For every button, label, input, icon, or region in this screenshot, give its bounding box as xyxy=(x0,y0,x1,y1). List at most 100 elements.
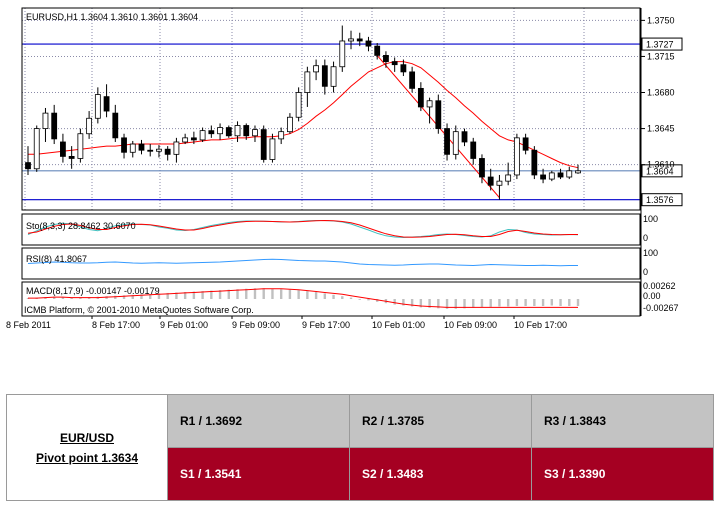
macd-histogram-bar xyxy=(149,293,152,299)
candle-body xyxy=(86,117,93,135)
macd-histogram-bar xyxy=(253,288,257,299)
macd-histogram-bar xyxy=(332,294,335,299)
candle-body xyxy=(365,40,372,47)
rsi-label: RSI(8) 41.8067 xyxy=(26,254,87,264)
candle-body xyxy=(217,127,223,135)
time-label: 9 Feb 17:00 xyxy=(302,320,350,330)
level-label: 1.3604 xyxy=(646,166,674,176)
candle-body xyxy=(400,64,407,73)
candle-body xyxy=(42,112,49,129)
candle-body xyxy=(313,65,319,73)
macd-histogram-bar xyxy=(358,299,361,300)
time-label: 8 Feb 17:00 xyxy=(92,320,140,330)
candle-body xyxy=(435,100,442,129)
macd-histogram-bar xyxy=(271,288,274,299)
pivot-table: EUR/USD Pivot point 1.3634 R1 / 1.3692 R… xyxy=(6,394,714,501)
candle-body xyxy=(479,158,485,178)
macd-histogram-bar xyxy=(279,289,283,299)
price-tick-label: 1.3715 xyxy=(647,51,675,61)
candle-body xyxy=(522,137,529,151)
candle-body xyxy=(190,137,197,141)
pair-label: EUR/USD xyxy=(59,430,114,445)
resistance-1: R1 / 1.3692 xyxy=(167,394,350,448)
candle-body xyxy=(173,141,180,155)
chart-frames xyxy=(21,7,642,317)
candle-body xyxy=(557,172,564,178)
macd-histogram-bar xyxy=(288,289,292,299)
macd-histogram-bar xyxy=(463,299,466,309)
time-label: 8 Feb 2011 xyxy=(6,320,51,330)
candle-body xyxy=(409,71,416,89)
candle-body xyxy=(208,130,215,135)
time-label: 10 Feb 01:00 xyxy=(372,320,425,330)
indicator-tick-label: 0.00 xyxy=(643,291,661,301)
candle-body xyxy=(531,149,538,176)
candle-body xyxy=(129,143,136,153)
chart-grid xyxy=(22,8,640,210)
macd-histogram-bar xyxy=(61,297,65,299)
candle-body xyxy=(147,149,154,152)
candle-body xyxy=(339,40,346,68)
candle-body xyxy=(330,66,337,87)
candle-body xyxy=(94,94,101,119)
candle-body xyxy=(513,137,520,176)
macd-histogram-bar xyxy=(306,291,309,299)
candle-body xyxy=(444,128,450,155)
macd-histogram-bar xyxy=(131,294,134,299)
support-1: S1 / 1.3541 xyxy=(167,447,350,501)
pane-frame xyxy=(21,281,641,317)
candle-body xyxy=(461,131,468,143)
candle-body xyxy=(540,174,546,180)
copyright-text: ICMB Platform, © 2001-2010 MetaQuotes So… xyxy=(24,305,254,315)
macd-histogram-bar xyxy=(367,299,370,301)
macd-histogram-bar xyxy=(349,297,353,299)
macd-histogram-bar xyxy=(314,292,318,299)
indicator-tick-label: 100 xyxy=(643,214,658,224)
macd-histogram-bar xyxy=(52,296,56,299)
macd-histogram-bar xyxy=(559,299,562,306)
macd-histogram-bar xyxy=(576,299,580,306)
indicator-tick-label: 100 xyxy=(643,248,658,258)
candle-body xyxy=(374,45,381,56)
macd-histogram-bar xyxy=(515,299,519,306)
chart-header: EURUSD,H1 1.3604 1.3610 1.3601 1.3604 xyxy=(26,12,198,22)
price-axis: 1.3750 1.3715 1.3680 1.3645 1.3610 100 0 100 0 0.… xyxy=(641,15,679,313)
candle-body xyxy=(383,55,389,62)
candles xyxy=(25,25,581,200)
rsi-line xyxy=(27,258,578,267)
candle-body xyxy=(243,125,250,137)
time-label: 10 Feb 17:00 xyxy=(514,320,567,330)
macd-histogram-bar xyxy=(419,299,423,308)
macd-histogram-bar xyxy=(166,292,169,299)
candle-body xyxy=(566,170,573,178)
candle-body xyxy=(225,127,232,137)
price-tick-label: 1.3680 xyxy=(647,88,675,98)
macd-histogram-bar xyxy=(157,293,161,299)
candle-body xyxy=(417,87,424,108)
candle-body xyxy=(287,116,293,133)
resistance-2: R2 / 1.3785 xyxy=(349,394,532,448)
moving-average-path xyxy=(28,61,579,169)
level-label: 1.3727 xyxy=(646,40,674,50)
macd-histogram-bar xyxy=(541,299,545,306)
candle-body xyxy=(112,112,119,139)
macd-histogram-bar xyxy=(210,290,213,299)
macd-histogram-bar xyxy=(489,299,492,307)
time-label: 10 Feb 09:00 xyxy=(444,320,497,330)
candle-body xyxy=(60,141,66,157)
candle-body xyxy=(269,138,276,160)
candle-body xyxy=(278,131,285,140)
candle-body xyxy=(295,92,302,118)
candle-body xyxy=(260,129,267,160)
macd-histogram-bar xyxy=(524,299,527,306)
macd-signal-line xyxy=(28,288,578,308)
candle-body xyxy=(452,131,459,155)
candle-body xyxy=(182,137,189,143)
candle-body xyxy=(304,71,311,93)
macd-histogram-bar xyxy=(445,299,449,309)
macd-histogram-bar xyxy=(341,296,344,299)
indicator-tick-label: 0 xyxy=(643,267,648,277)
candle-body xyxy=(25,162,31,170)
pane-frame xyxy=(21,247,641,280)
